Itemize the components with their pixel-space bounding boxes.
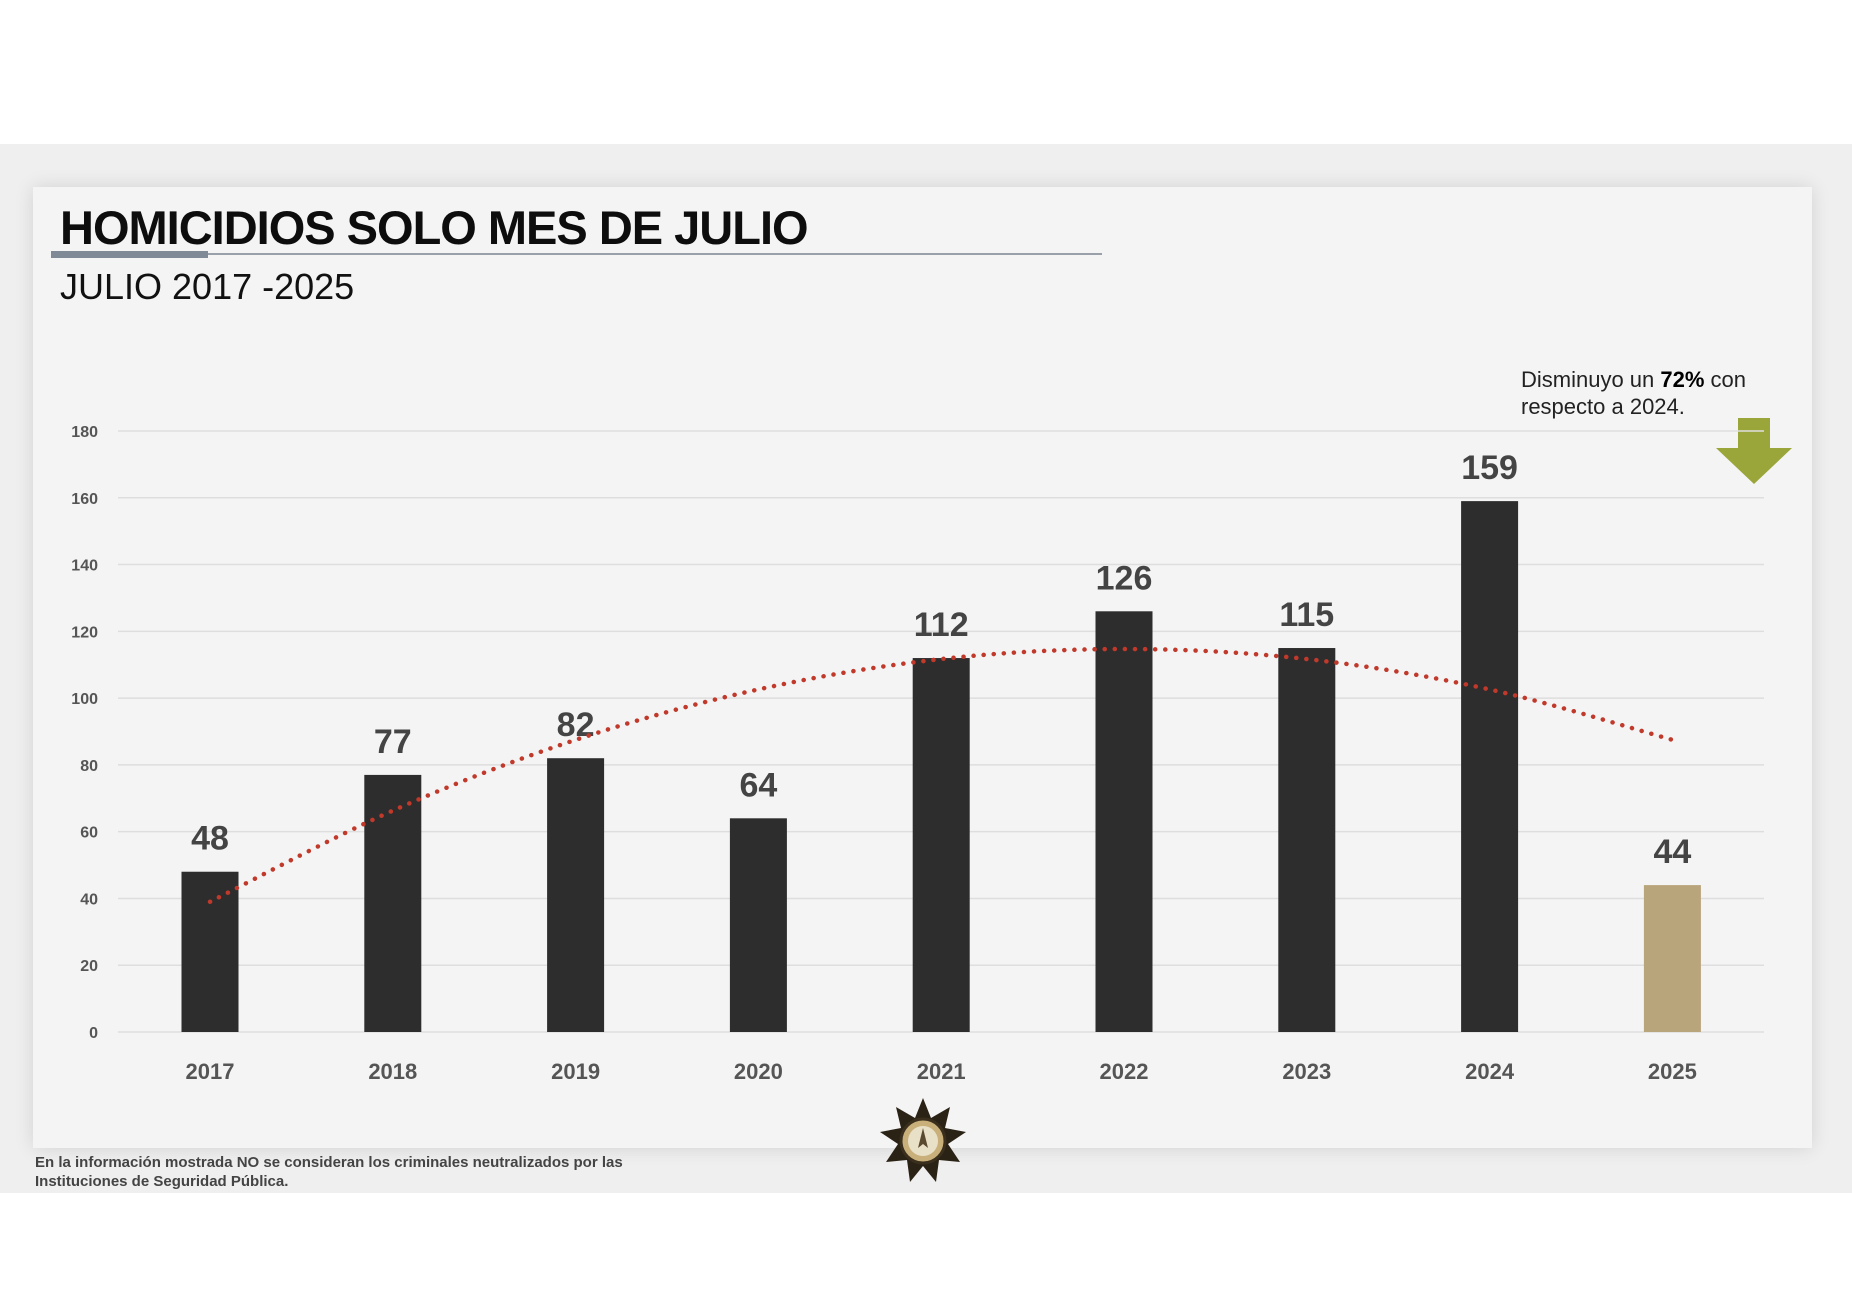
- annotation-percentage: 72%: [1660, 367, 1705, 392]
- y-tick-label: 120: [71, 624, 98, 641]
- bar-2021: [912, 658, 970, 1032]
- x-tick-label-2018: 2018: [368, 1059, 417, 1084]
- title-underline-accent: [51, 251, 208, 258]
- value-label-2021: 112: [914, 606, 969, 644]
- x-tick-label-2024: 2024: [1465, 1059, 1515, 1084]
- decrease-annotation: Disminuyo un 72% con respecto a 2024.: [1521, 366, 1746, 420]
- x-tick-label-2022: 2022: [1100, 1059, 1149, 1084]
- value-label-2019: 82: [557, 706, 595, 744]
- bar-2018: [364, 774, 422, 1032]
- value-label-2024: 159: [1461, 449, 1518, 487]
- value-label-2020: 64: [739, 766, 777, 804]
- value-label-2022: 126: [1096, 559, 1153, 597]
- bar-2024: [1461, 501, 1519, 1032]
- x-tick-label-2023: 2023: [1282, 1059, 1331, 1084]
- annotation-line2: respecto a 2024.: [1521, 394, 1685, 419]
- y-tick-label: 180: [71, 424, 98, 441]
- x-tick-label-2020: 2020: [734, 1059, 783, 1084]
- footnote-line1: En la información mostrada NO se conside…: [35, 1154, 623, 1171]
- value-label-2025: 44: [1653, 833, 1691, 871]
- bar-2022: [1095, 611, 1153, 1032]
- footnote: En la información mostrada NO se conside…: [35, 1153, 755, 1191]
- annotation-text-after: con: [1704, 367, 1747, 392]
- chart-subtitle: JULIO 2017 -2025: [60, 266, 355, 307]
- y-tick-label: 20: [80, 958, 98, 975]
- value-label-2018: 77: [374, 723, 412, 761]
- bar-2020: [729, 818, 787, 1032]
- chart-title: HOMICIDIOS SOLO MES DE JULIO: [60, 201, 809, 254]
- y-tick-label: 100: [71, 691, 98, 708]
- institution-badge-logo: [880, 1098, 966, 1182]
- value-label-2017: 48: [191, 820, 229, 858]
- trendline: [207, 646, 1675, 905]
- x-tick-label-2025: 2025: [1648, 1059, 1697, 1084]
- title-underline: [51, 253, 1102, 255]
- value-label-2023: 115: [1279, 596, 1334, 634]
- y-tick-label: 140: [71, 558, 98, 575]
- bar-2019: [547, 758, 605, 1032]
- annotation-text: Disminuyo un: [1521, 367, 1661, 392]
- x-tick-label-2021: 2021: [917, 1059, 966, 1084]
- x-tick-label-2017: 2017: [186, 1059, 235, 1084]
- y-tick-label: 80: [80, 758, 98, 775]
- x-tick-label-2019: 2019: [551, 1059, 600, 1084]
- y-tick-label: 40: [80, 891, 98, 908]
- down-arrow-icon: [1716, 418, 1792, 484]
- y-tick-label: 0: [89, 1025, 98, 1042]
- bar-2017: [181, 871, 239, 1032]
- y-tick-label: 160: [71, 491, 98, 508]
- footnote-line2: Instituciones de Seguridad Pública.: [35, 1173, 289, 1190]
- y-tick-label: 60: [80, 825, 98, 842]
- bar-2023: [1278, 648, 1336, 1032]
- bar-2025: [1643, 885, 1701, 1032]
